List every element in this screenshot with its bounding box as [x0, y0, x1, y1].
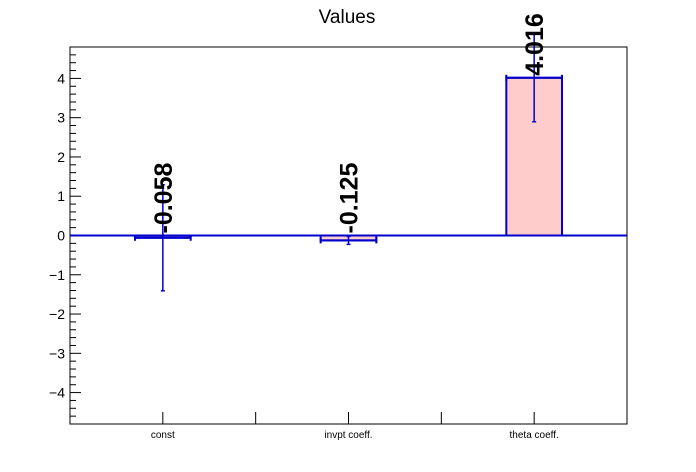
y-tick-label: 2 [57, 149, 65, 165]
y-tick-label: 0 [57, 228, 65, 244]
y-tick-label: 1 [57, 188, 65, 204]
y-tick-label: −4 [49, 385, 65, 401]
plot-area: −4 −3 −2 −1 0 1 2 3 4 -0.058 const -0.125 invpt coef… [49, 13, 628, 441]
y-tick-label: −2 [49, 306, 65, 322]
y-tick-label: 3 [57, 110, 65, 126]
y-tick-label: −1 [49, 267, 65, 283]
y-tick-label: 4 [57, 70, 65, 86]
chart-title: Values [319, 7, 376, 28]
y-tick-label: −3 [49, 345, 65, 361]
x-tick-label: invpt coeff. [324, 430, 372, 441]
x-tick-label: const [151, 430, 175, 441]
data-label: 4.016 [521, 13, 549, 76]
data-label: -0.125 [336, 163, 364, 234]
x-tick-label: theta coeff. [510, 430, 559, 441]
data-label: -0.058 [150, 163, 178, 234]
